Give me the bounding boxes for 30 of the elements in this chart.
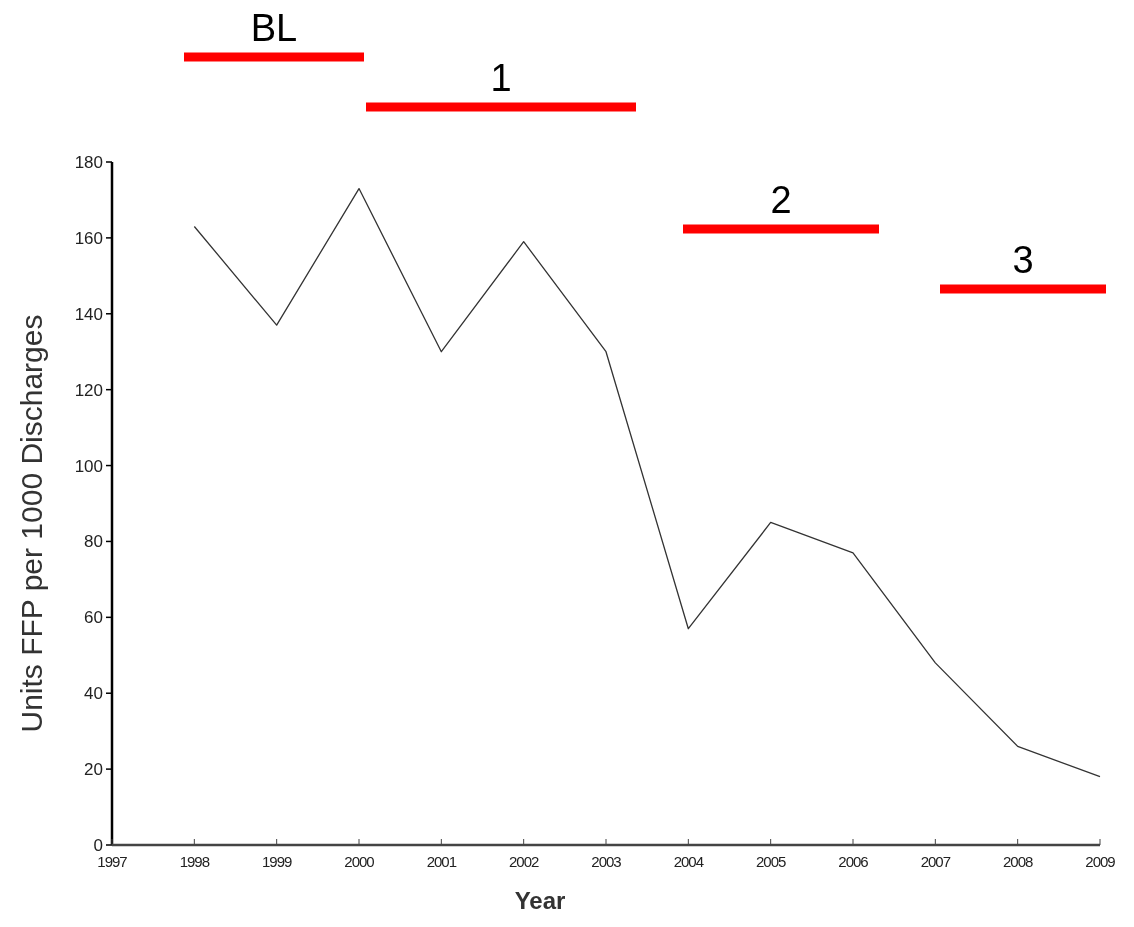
x-tick-label: 1999 <box>261 853 293 870</box>
x-tick-label: 2004 <box>673 853 704 870</box>
x-tick-label: 2009 <box>1085 853 1116 870</box>
text: 1 <box>490 57 512 99</box>
x-axis-title: Year <box>514 887 566 914</box>
x-tick-label: 1997 <box>97 853 128 870</box>
x-tick-label: 2001 <box>426 853 457 870</box>
y-tick-label: 60 <box>84 608 103 628</box>
x-tick-label: 1998 <box>179 853 210 870</box>
annotation: 3 <box>1012 239 1034 281</box>
y-tick-label: 100 <box>74 456 103 476</box>
y-axis-title: Units FFP per 1000 Discharges <box>15 314 48 733</box>
x-tick-label: 2008 <box>1002 853 1034 870</box>
y-tick-label: 40 <box>84 684 103 704</box>
y-tick-label: 180 <box>74 152 103 172</box>
x-tick-label: 2007 <box>920 853 951 870</box>
y-tick-label: 0 <box>93 835 103 855</box>
x-tick-label: 2000 <box>344 853 375 870</box>
y-tick-label: 80 <box>84 532 103 552</box>
annotation: 2 <box>770 179 792 221</box>
y-tick-label: 140 <box>74 304 103 324</box>
x-tick-label: 2002 <box>508 853 540 870</box>
y-tick-label: 160 <box>74 228 103 248</box>
y-tick-label: 20 <box>84 760 103 780</box>
x-tick-label: 2005 <box>755 853 787 870</box>
line-series <box>193 187 1101 778</box>
text: BL <box>250 7 298 49</box>
x-tick-label: 2003 <box>591 853 622 870</box>
x-tick-label: 2006 <box>838 853 869 870</box>
y-tick-label: 120 <box>74 380 103 400</box>
